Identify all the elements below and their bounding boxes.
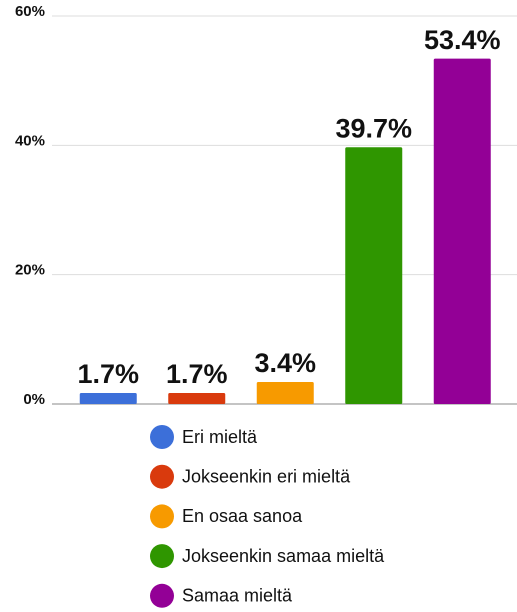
legend-label: En osaa sanoa bbox=[182, 506, 303, 526]
legend-label: Jokseenkin samaa mieltä bbox=[182, 546, 385, 566]
legend-label: Jokseenkin eri mieltä bbox=[182, 466, 351, 486]
bar bbox=[168, 393, 226, 404]
legend-label: Eri mieltä bbox=[182, 427, 258, 447]
legend-swatch bbox=[150, 425, 174, 449]
value-label: 39.7% bbox=[335, 113, 412, 143]
bar bbox=[345, 147, 403, 405]
bar bbox=[433, 58, 491, 405]
legend-swatch bbox=[150, 464, 174, 489]
value-label: 1.7% bbox=[77, 359, 139, 389]
legend-label: Samaa mieltä bbox=[182, 586, 293, 606]
legend-swatch bbox=[150, 504, 174, 529]
y-tick-label: 60% bbox=[15, 3, 45, 20]
value-label: 3.4% bbox=[254, 348, 316, 378]
y-tick-label: 0% bbox=[23, 391, 45, 408]
legend-swatch bbox=[150, 544, 174, 569]
bar bbox=[256, 382, 314, 404]
y-tick-label: 20% bbox=[15, 262, 45, 279]
legend-swatch bbox=[150, 583, 174, 608]
y-tick-label: 40% bbox=[15, 132, 45, 149]
value-label: 53.4% bbox=[424, 25, 501, 55]
value-label: 1.7% bbox=[166, 359, 228, 389]
bar bbox=[79, 393, 137, 404]
